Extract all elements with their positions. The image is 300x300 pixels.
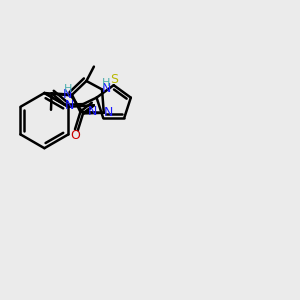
Text: N: N [63, 88, 73, 101]
Text: H: H [64, 84, 72, 94]
Text: N: N [101, 82, 111, 95]
Text: N: N [88, 105, 97, 119]
Text: N: N [64, 99, 74, 112]
Text: S: S [110, 73, 118, 86]
Text: H: H [102, 78, 110, 88]
Text: N: N [104, 106, 113, 119]
Text: O: O [70, 129, 80, 142]
